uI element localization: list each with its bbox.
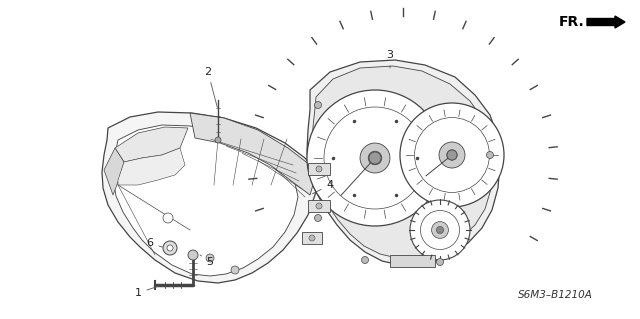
Circle shape — [231, 266, 239, 274]
Polygon shape — [115, 127, 188, 162]
Circle shape — [436, 258, 444, 265]
Circle shape — [215, 137, 221, 143]
Circle shape — [400, 103, 504, 207]
Text: 5: 5 — [200, 255, 214, 267]
Polygon shape — [104, 148, 124, 195]
Circle shape — [360, 143, 390, 173]
Circle shape — [206, 254, 214, 262]
Bar — [390, 255, 435, 267]
Circle shape — [447, 150, 457, 160]
Text: 2: 2 — [204, 67, 218, 107]
FancyBboxPatch shape — [308, 163, 330, 175]
Circle shape — [316, 166, 322, 172]
Circle shape — [368, 151, 382, 165]
Circle shape — [410, 200, 470, 260]
Circle shape — [362, 256, 369, 263]
Text: 3: 3 — [387, 50, 394, 68]
Text: 4: 4 — [312, 180, 333, 194]
Circle shape — [324, 107, 426, 209]
Text: 1: 1 — [134, 286, 159, 298]
Circle shape — [167, 245, 173, 251]
Circle shape — [447, 150, 457, 160]
Circle shape — [188, 250, 198, 260]
Circle shape — [314, 214, 321, 221]
Circle shape — [309, 235, 315, 241]
Circle shape — [163, 241, 177, 255]
Circle shape — [486, 152, 493, 159]
Circle shape — [316, 203, 322, 209]
Polygon shape — [102, 112, 318, 283]
Polygon shape — [113, 125, 298, 276]
Circle shape — [369, 152, 381, 164]
Text: S6M3–B1210A: S6M3–B1210A — [518, 290, 593, 300]
Circle shape — [163, 213, 173, 223]
Circle shape — [314, 101, 321, 108]
Polygon shape — [312, 66, 493, 258]
Circle shape — [415, 118, 490, 192]
Circle shape — [307, 90, 443, 226]
Polygon shape — [190, 113, 315, 195]
Circle shape — [420, 211, 460, 249]
FancyArrow shape — [587, 16, 625, 28]
FancyBboxPatch shape — [308, 200, 330, 212]
Polygon shape — [307, 60, 500, 265]
FancyBboxPatch shape — [302, 232, 322, 244]
Circle shape — [431, 222, 449, 238]
Text: FR.: FR. — [559, 15, 585, 29]
Circle shape — [436, 226, 444, 234]
Circle shape — [439, 142, 465, 168]
Polygon shape — [118, 148, 185, 185]
Text: 6: 6 — [147, 238, 163, 248]
